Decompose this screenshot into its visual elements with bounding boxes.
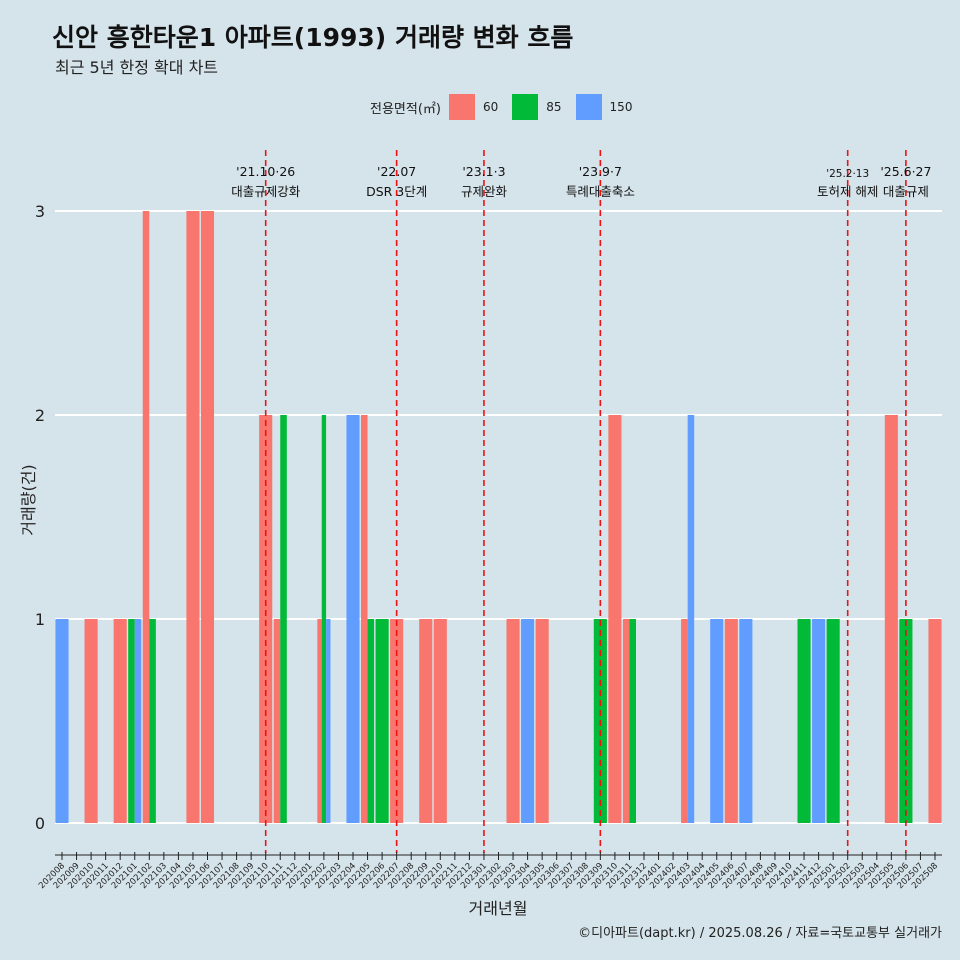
event-date-label: '23.1·3 <box>462 164 505 179</box>
bar-202209-60 <box>419 619 433 823</box>
bar-202508-60 <box>928 619 942 823</box>
legend-swatch-60 <box>448 94 475 120</box>
bar-202010-60 <box>84 619 98 823</box>
y-tick-label: 2 <box>35 406 45 425</box>
event-date-label: '25.6·27 <box>880 164 931 179</box>
bar-202311-85 <box>629 619 636 823</box>
bar-202407-150 <box>739 619 753 823</box>
bar-202101-85 <box>128 619 135 823</box>
bar-202202-150 <box>326 619 331 823</box>
bar-202111-60 <box>273 619 281 823</box>
bar-202412-150 <box>812 619 826 823</box>
legend-label-60: 60 <box>482 100 499 114</box>
legend-swatch-85 <box>512 94 539 120</box>
bar-202008-150 <box>55 619 69 823</box>
legend-label-150: 150 <box>609 100 633 114</box>
bar-202403-60 <box>681 619 688 823</box>
chart-title: 신안 흥한타운1 아파트(1993) 거래량 변화 흐름 <box>52 23 574 52</box>
event-name-label: DSR 3단계 <box>366 184 427 199</box>
event-name-label: 대출규제 <box>883 184 929 199</box>
y-axis-title: 거래량(건) <box>19 464 38 535</box>
event-date-label: '23.9·7 <box>579 164 622 179</box>
bars <box>55 211 942 823</box>
legend-title: 전용면적(㎡) <box>370 101 441 117</box>
legend-swatch-150 <box>575 94 602 120</box>
legend-label-85: 85 <box>546 100 562 114</box>
bar-202110-60 <box>259 415 273 823</box>
bar-202105-60 <box>186 211 200 823</box>
y-tick-label: 3 <box>35 202 45 221</box>
bar-202303-60 <box>506 619 520 823</box>
event-name-label: 토허제 해제 <box>817 184 878 199</box>
chart-subtitle: 최근 5년 한정 확대 차트 <box>55 58 219 77</box>
event-date-label: '25.2·13 <box>826 168 869 180</box>
bar-202403-150 <box>687 415 695 823</box>
bar-202102-60 <box>142 211 150 823</box>
source-caption: ©디아파트(dapt.kr) / 2025.08.26 / 자료=국토교통부 실… <box>578 926 942 941</box>
bar-202111-85 <box>280 415 287 823</box>
bar-202311-60 <box>622 619 630 823</box>
bar-202205-60 <box>361 415 368 823</box>
bar-202501-85 <box>826 619 840 823</box>
event-markers: '21.10·26 대출규제강화 '22.07 DSR 3단계 '23.1·3 규제완화 '… <box>231 150 931 853</box>
event-name-label: 대출규제강화 <box>231 184 301 199</box>
bar-202106-60 <box>200 211 215 823</box>
bar-202202-60 <box>317 619 322 823</box>
bar-202210-60 <box>433 619 447 823</box>
bar-202305-60 <box>535 619 549 823</box>
bar-202405-150 <box>710 619 724 823</box>
bar-202205-85 <box>367 619 375 823</box>
y-tick-label: 0 <box>35 814 45 833</box>
bar-202304-150 <box>521 619 535 823</box>
x-axis-title: 거래년월 <box>469 899 528 918</box>
y-tick-label: 1 <box>35 610 45 629</box>
bar-202206-85 <box>375 619 389 823</box>
event-date-label: '22.07 <box>377 164 416 179</box>
bar-202101-150 <box>134 619 142 823</box>
event-date-label: '21.10·26 <box>236 164 295 179</box>
bar-202310-60 <box>608 415 622 823</box>
event-name-label: 특례대출축소 <box>566 184 635 199</box>
bar-202202-85 <box>321 415 327 823</box>
bar-202102-85 <box>149 619 156 823</box>
bar-202411-85 <box>797 619 811 823</box>
bar-202406-60 <box>724 619 738 823</box>
bar-202012-60 <box>113 619 127 823</box>
legend: 전용면적(㎡) 60 85 150 <box>370 94 646 120</box>
bar-202204-150 <box>346 415 360 823</box>
event-name-label: 규제완화 <box>461 184 508 199</box>
bar-202505-60 <box>884 415 898 823</box>
